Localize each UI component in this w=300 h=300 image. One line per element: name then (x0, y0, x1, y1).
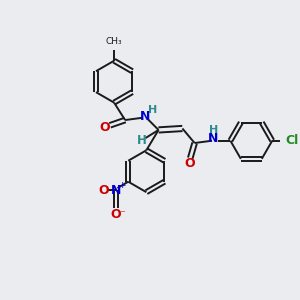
Text: N: N (111, 184, 121, 197)
Text: O: O (111, 208, 121, 221)
Text: H: H (148, 105, 158, 115)
Text: O: O (184, 158, 195, 170)
Text: Cl: Cl (286, 134, 299, 147)
Text: O: O (100, 121, 110, 134)
Text: CH₃: CH₃ (106, 37, 122, 46)
Text: ⁻: ⁻ (119, 209, 125, 220)
Text: H: H (209, 124, 218, 135)
Text: +: + (118, 181, 126, 190)
Text: N: N (140, 110, 151, 123)
Text: O: O (98, 184, 109, 197)
Text: H: H (136, 134, 146, 147)
Text: N: N (208, 132, 219, 145)
